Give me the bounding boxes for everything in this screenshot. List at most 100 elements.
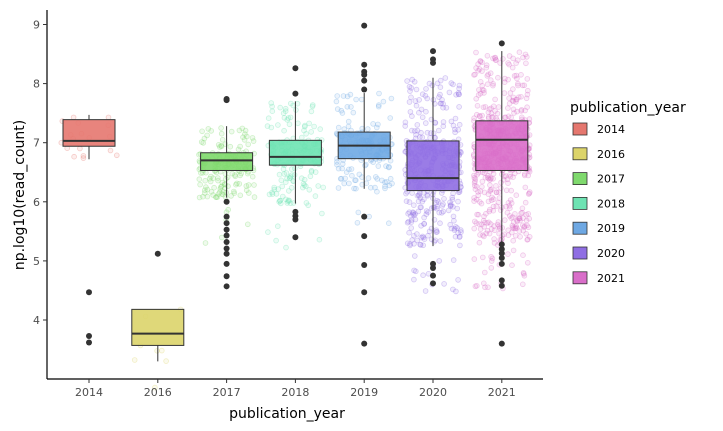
jitter-point <box>107 147 114 154</box>
jitter-point <box>524 104 530 110</box>
jitter-point <box>245 221 251 228</box>
jitter-point <box>251 182 257 188</box>
jitter-point <box>418 106 425 113</box>
jitter-point <box>269 189 275 196</box>
jitter-point <box>410 210 417 216</box>
jitter-point <box>524 91 531 98</box>
jitter-point <box>452 115 459 122</box>
jitter-point <box>375 163 382 169</box>
jitter-point <box>522 51 529 58</box>
jitter-point <box>495 104 502 110</box>
jitter-point <box>319 210 325 217</box>
jitter-point <box>407 109 414 115</box>
jitter-point <box>334 93 341 99</box>
jitter-point <box>243 187 250 194</box>
jitter-point <box>513 96 519 103</box>
jitter-point <box>472 283 479 290</box>
jitter-point <box>341 126 348 132</box>
jitter-point <box>287 175 293 181</box>
jitter-point <box>488 105 494 112</box>
outlier-point <box>361 71 368 78</box>
jitter-point <box>454 225 461 231</box>
jitter-point <box>344 104 351 110</box>
jitter-point <box>288 172 295 178</box>
outlier-point <box>430 272 436 279</box>
jitter-point <box>515 80 521 87</box>
jitter-point <box>491 227 498 234</box>
jitter-point <box>302 183 309 190</box>
jitter-point <box>525 224 532 231</box>
jitter-point <box>524 76 531 82</box>
outlier-point <box>498 277 505 284</box>
jitter-point <box>488 197 495 204</box>
outlier-point <box>498 246 505 253</box>
jitter-point <box>507 172 513 178</box>
jitter-point <box>484 227 491 234</box>
jitter-point <box>523 95 530 102</box>
jitter-point <box>383 179 390 185</box>
jitter-point <box>477 79 484 85</box>
jitter-point <box>514 218 520 225</box>
jitter-point <box>417 195 424 201</box>
jitter-point <box>333 98 340 105</box>
jitter-point <box>425 209 431 216</box>
jitter-point <box>214 194 221 200</box>
jitter-point <box>485 175 492 182</box>
jitter-point <box>495 199 502 206</box>
jitter-point <box>418 129 424 136</box>
jitter-point <box>345 123 352 130</box>
jitter-point <box>277 197 283 204</box>
jitter-point <box>521 172 528 179</box>
jitter-point <box>443 105 450 111</box>
jitter-point <box>219 137 226 143</box>
jitter-point <box>511 110 517 116</box>
jitter-point <box>287 100 294 107</box>
jitter-point <box>80 153 87 159</box>
jitter-point <box>497 225 503 232</box>
jitter-point <box>488 176 494 182</box>
jitter-point <box>299 184 306 191</box>
x-tick-label: 2019 <box>350 386 378 399</box>
jitter-point <box>281 171 288 177</box>
jitter-point <box>471 198 477 204</box>
jitter-point <box>473 220 480 226</box>
jitter-point <box>217 186 224 192</box>
jitter-point <box>523 211 529 218</box>
jitter-point <box>486 230 493 237</box>
jitter-point <box>505 60 511 66</box>
jitter-point <box>383 163 389 169</box>
jitter-point <box>202 240 209 246</box>
jitter-point <box>417 242 424 248</box>
jitter-point <box>471 218 478 225</box>
jitter-point <box>411 233 417 239</box>
jitter-point <box>284 175 290 182</box>
jitter-point <box>159 347 165 354</box>
jitter-point <box>507 173 514 180</box>
jitter-point <box>488 265 495 271</box>
jitter-point <box>196 194 203 201</box>
jitter-point <box>524 259 531 266</box>
legend-swatch-2017 <box>572 172 588 186</box>
jitter-point <box>512 225 519 231</box>
jitter-point <box>423 108 429 115</box>
jitter-point <box>406 199 413 205</box>
jitter-point <box>340 93 347 99</box>
jitter-point <box>403 198 410 205</box>
jitter-point <box>308 167 315 174</box>
jitter-point <box>208 128 215 134</box>
outlier-point <box>498 250 505 257</box>
jitter-point <box>526 215 532 222</box>
jitter-point <box>510 55 516 62</box>
jitter-point <box>277 104 284 111</box>
jitter-point <box>231 188 237 195</box>
jitter-point <box>354 220 361 226</box>
jitter-point <box>484 52 491 59</box>
jitter-point <box>412 268 419 275</box>
jitter-point <box>471 174 478 181</box>
jitter-point <box>481 233 487 240</box>
jitter-point <box>337 176 344 182</box>
jitter-point <box>524 236 531 243</box>
jitter-point <box>474 103 481 109</box>
x-axis-title: publication_year <box>229 406 345 422</box>
jitter-point <box>487 177 493 183</box>
